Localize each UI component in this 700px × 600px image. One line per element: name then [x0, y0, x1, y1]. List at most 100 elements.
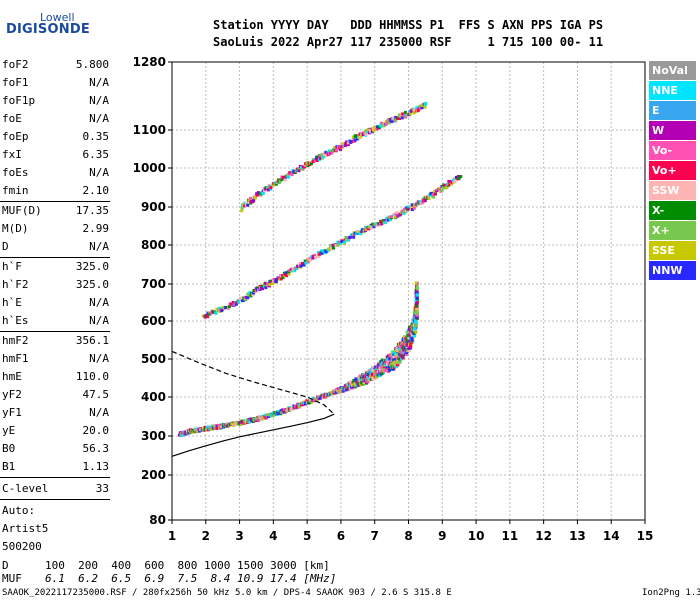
- param-value: 17.35: [75, 204, 109, 217]
- scatter-point: [304, 402, 308, 406]
- param-label: B1: [2, 460, 16, 473]
- param-value: N/A: [89, 352, 109, 365]
- scatter-point: [238, 296, 242, 300]
- param-value: 0.35: [82, 130, 110, 143]
- scatter-point: [373, 370, 377, 374]
- scatter-point: [271, 414, 275, 418]
- scatter-point: [249, 294, 253, 298]
- param-label: h`Es: [2, 314, 29, 327]
- scatter-point: [440, 184, 444, 188]
- scatter-point: [256, 286, 260, 290]
- scatter-point: [375, 371, 379, 375]
- param-label: foE: [2, 112, 22, 125]
- scatter-point: [404, 210, 408, 214]
- scatter-point: [372, 129, 376, 133]
- footer-version: Ion2Png 1.3.17: [642, 588, 700, 598]
- scatter-point: [255, 417, 259, 421]
- scatter-point: [323, 152, 327, 156]
- scatter-point: [339, 147, 343, 151]
- scatter-point: [278, 179, 282, 183]
- scatter-point: [415, 287, 419, 291]
- scatter-point: [380, 365, 384, 369]
- scatter-point: [401, 210, 405, 214]
- param-row-fof2: foF2 5.800: [2, 56, 109, 74]
- param-value: N/A: [89, 314, 109, 327]
- param-row-d: D N/A: [2, 238, 109, 256]
- scatter-point: [311, 160, 315, 164]
- x-tick-label: 15: [637, 529, 654, 543]
- scatter-point: [382, 221, 386, 225]
- param-row-mufd: MUF(D) 17.35: [2, 202, 109, 220]
- panel-separator: [0, 477, 110, 478]
- param-value: 356.1: [75, 334, 109, 347]
- param-row-hf2: h`F2 325.0: [2, 276, 109, 294]
- scatter-point: [415, 296, 419, 300]
- scatter-point: [420, 106, 424, 110]
- scatter-point: [388, 353, 392, 357]
- scatter-point: [375, 221, 379, 225]
- scatter-point: [241, 202, 245, 206]
- scatter-point: [352, 135, 356, 139]
- scatter-point: [371, 372, 375, 376]
- scatter-point: [448, 179, 452, 183]
- legend-item-noval: NoVal: [649, 61, 696, 80]
- y-tick-label: 600: [141, 314, 166, 328]
- param-value: N/A: [89, 94, 109, 107]
- scatter-point: [314, 255, 318, 259]
- scatter-point: [296, 264, 300, 268]
- scatter-point: [427, 196, 431, 200]
- scatter-point: [392, 367, 396, 371]
- scatter-point: [362, 131, 366, 135]
- y-tick-label: 300: [141, 429, 166, 443]
- scatter-point: [332, 246, 336, 250]
- scatter-point: [327, 152, 331, 156]
- param-row-hes: h`Es N/A: [2, 312, 109, 330]
- scatter-point: [397, 116, 401, 120]
- scatter-point: [346, 143, 350, 147]
- param-label: foEp: [2, 130, 29, 143]
- scatter-point: [349, 235, 353, 239]
- x-tick-label: 14: [603, 529, 620, 543]
- auto-line2: Artist5: [2, 522, 49, 535]
- scatter-point: [285, 173, 289, 177]
- scatter-point: [418, 106, 422, 110]
- scatter-point: [369, 378, 373, 382]
- scatter-point: [264, 286, 268, 290]
- scatter-point: [358, 232, 362, 236]
- scatter-point: [218, 309, 222, 313]
- scatter-point: [256, 191, 260, 195]
- scatter-point: [344, 236, 348, 240]
- scatter-point: [367, 225, 371, 229]
- scatter-point: [306, 259, 310, 263]
- y-tick-label: 1000: [133, 161, 166, 175]
- scatter-point: [352, 235, 356, 239]
- param-row-b1: B1 1.13: [2, 458, 109, 476]
- scatter-point: [307, 256, 311, 260]
- scatter-point: [254, 196, 258, 200]
- scatter-point: [360, 381, 364, 385]
- param-value: 2.10: [82, 184, 110, 197]
- scatter-point: [244, 201, 248, 205]
- scatter-point: [413, 108, 417, 112]
- scatter-point: [404, 335, 408, 339]
- param-row-foes: foEs N/A: [2, 164, 109, 182]
- scatter-point: [273, 413, 277, 417]
- ionogram-chart: 1 2 3 4 5 6 7 8 9 10 11 12 13 14 158020030040050060070…: [133, 55, 654, 543]
- scatter-point: [274, 182, 278, 186]
- scatter-point: [203, 425, 207, 429]
- scatter-point: [247, 199, 251, 203]
- scatter-point: [387, 121, 391, 125]
- logo-digisonde: DIGISONDE: [6, 22, 90, 37]
- scatter-point: [285, 274, 289, 278]
- x-tick-label: 9: [438, 529, 446, 543]
- scatter-point: [233, 422, 237, 426]
- scatter-point: [330, 247, 334, 251]
- scatter-point: [346, 238, 350, 242]
- scatter-point: [359, 382, 363, 386]
- param-label: M(D): [2, 222, 29, 235]
- scatter-point: [313, 159, 317, 163]
- param-label: D: [2, 240, 9, 253]
- scatter-point: [378, 366, 382, 370]
- scatter-point: [366, 128, 370, 132]
- param-value: 325.0: [75, 260, 109, 273]
